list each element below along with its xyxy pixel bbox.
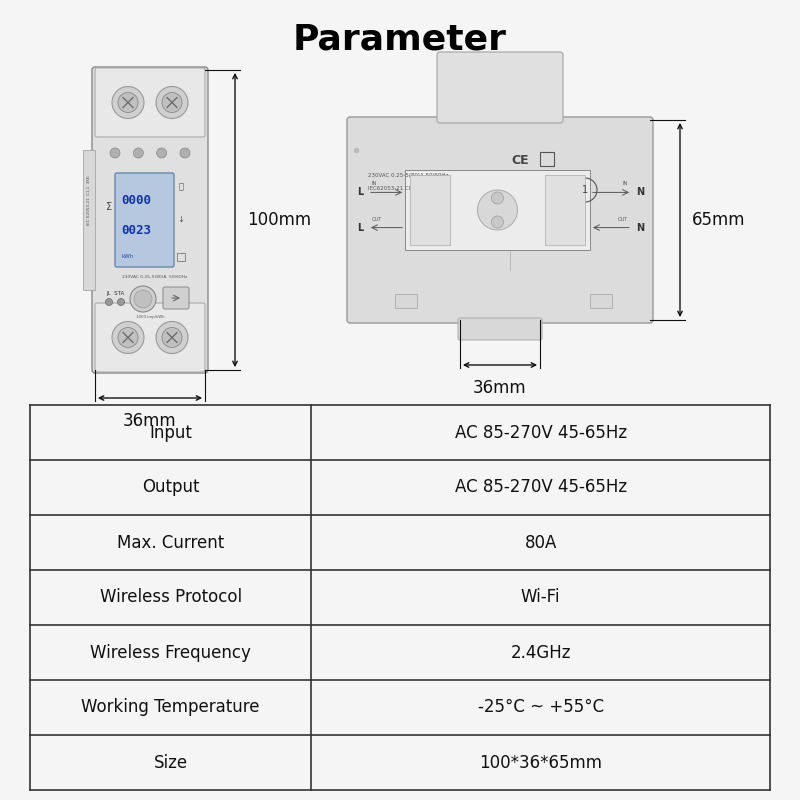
Text: CE: CE xyxy=(511,154,529,166)
Circle shape xyxy=(156,322,188,354)
Text: IEC 62053-21  C1.1  3K6: IEC 62053-21 C1.1 3K6 xyxy=(87,175,91,225)
Circle shape xyxy=(162,327,182,347)
Circle shape xyxy=(491,192,503,204)
Bar xyxy=(545,175,585,245)
Text: 80A: 80A xyxy=(525,534,557,551)
Circle shape xyxy=(157,148,166,158)
Circle shape xyxy=(118,298,125,306)
Text: 65mm: 65mm xyxy=(692,211,746,229)
Text: 230VAC 0.25-5(80)A  50/60Hz: 230VAC 0.25-5(80)A 50/60Hz xyxy=(122,275,188,279)
Circle shape xyxy=(134,148,143,158)
Bar xyxy=(177,253,185,261)
FancyBboxPatch shape xyxy=(92,67,208,373)
Text: L: L xyxy=(357,222,363,233)
Text: N: N xyxy=(636,222,644,233)
FancyBboxPatch shape xyxy=(437,52,563,123)
Text: Σ: Σ xyxy=(106,202,112,211)
Bar xyxy=(83,150,95,290)
FancyBboxPatch shape xyxy=(163,287,189,309)
Text: Wireless Frequency: Wireless Frequency xyxy=(90,643,251,662)
Text: 2.4GHz: 2.4GHz xyxy=(510,643,571,662)
Text: AC 85-270V 45-65Hz: AC 85-270V 45-65Hz xyxy=(454,478,626,497)
Text: 1: 1 xyxy=(582,185,588,195)
Circle shape xyxy=(156,86,188,118)
Text: OUT: OUT xyxy=(618,217,628,222)
Circle shape xyxy=(112,86,144,118)
Text: Wireless Protocol: Wireless Protocol xyxy=(99,589,242,606)
Circle shape xyxy=(130,286,156,312)
Text: -25°C ~ +55°C: -25°C ~ +55°C xyxy=(478,698,604,717)
FancyBboxPatch shape xyxy=(347,117,653,323)
Text: Size: Size xyxy=(154,754,188,771)
Circle shape xyxy=(110,148,120,158)
Circle shape xyxy=(134,290,152,308)
Text: 36mm: 36mm xyxy=(473,379,527,397)
Circle shape xyxy=(118,93,138,113)
Text: Parameter: Parameter xyxy=(293,23,507,57)
Circle shape xyxy=(106,298,113,306)
Circle shape xyxy=(180,148,190,158)
Text: JL  STA: JL STA xyxy=(106,290,124,295)
Text: N: N xyxy=(636,187,644,198)
Text: 0000: 0000 xyxy=(122,194,151,206)
Circle shape xyxy=(162,93,182,113)
Text: ⓘ: ⓘ xyxy=(178,182,183,191)
Text: AC 85-270V 45-65Hz: AC 85-270V 45-65Hz xyxy=(454,423,626,442)
Text: Input: Input xyxy=(149,423,192,442)
Text: Max. Current: Max. Current xyxy=(117,534,224,551)
Text: ↓: ↓ xyxy=(178,215,185,225)
Text: Working Temperature: Working Temperature xyxy=(82,698,260,717)
Text: 230VAC 0.25-5(80)A 50/60Hz: 230VAC 0.25-5(80)A 50/60Hz xyxy=(368,173,448,178)
FancyBboxPatch shape xyxy=(115,173,174,267)
FancyBboxPatch shape xyxy=(95,303,205,372)
Bar xyxy=(540,152,554,166)
Text: 36mm: 36mm xyxy=(123,412,177,430)
Bar xyxy=(405,170,590,250)
Text: L: L xyxy=(357,187,363,198)
Text: IEC62053-21 CI.1 3K6 CATIII: IEC62053-21 CI.1 3K6 CATIII xyxy=(368,186,445,190)
FancyBboxPatch shape xyxy=(95,68,205,137)
Text: IN: IN xyxy=(372,182,378,186)
Bar xyxy=(590,294,612,308)
Circle shape xyxy=(478,190,518,230)
Text: 0023: 0023 xyxy=(122,224,151,238)
Bar xyxy=(410,175,450,245)
Text: OUT: OUT xyxy=(372,217,382,222)
Text: 1000 imp/kWh: 1000 imp/kWh xyxy=(136,315,164,319)
Text: Output: Output xyxy=(142,478,199,497)
Circle shape xyxy=(118,327,138,347)
Text: 100mm: 100mm xyxy=(247,211,311,229)
Text: IN: IN xyxy=(622,182,628,186)
Text: 100*36*65mm: 100*36*65mm xyxy=(479,754,602,771)
Circle shape xyxy=(491,216,503,228)
Bar xyxy=(395,294,417,308)
FancyBboxPatch shape xyxy=(458,318,542,340)
Text: kWh: kWh xyxy=(121,254,134,259)
Text: Wi-Fi: Wi-Fi xyxy=(521,589,560,606)
Circle shape xyxy=(112,322,144,354)
